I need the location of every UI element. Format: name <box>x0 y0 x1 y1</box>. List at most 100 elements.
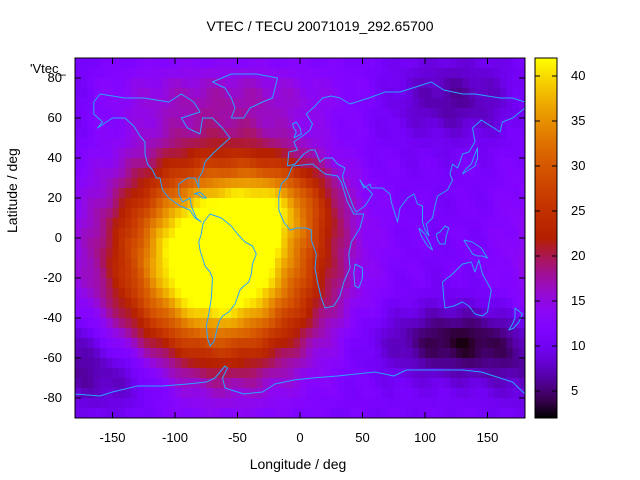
heat-cell <box>200 408 207 418</box>
heat-cell <box>187 158 195 169</box>
heat-cell <box>425 368 432 379</box>
heat-cell <box>131 238 139 249</box>
heat-cell <box>100 338 107 349</box>
heat-cell <box>225 278 232 289</box>
heat-cell <box>281 338 289 349</box>
heat-cell <box>137 358 145 369</box>
heat-cell <box>431 338 439 349</box>
coastline-new-zealand <box>508 307 523 331</box>
heat-cell <box>237 348 245 359</box>
heat-cell <box>93 408 101 418</box>
heat-cell <box>75 128 82 139</box>
heat-cell <box>356 338 364 349</box>
heat-cell <box>437 338 445 349</box>
heat-cell <box>518 178 525 189</box>
heat-cell <box>300 88 307 99</box>
heat-cell <box>381 128 389 139</box>
heat-cell <box>131 328 139 339</box>
heat-cell <box>131 408 139 418</box>
heat-cell <box>325 258 332 269</box>
heat-cell <box>93 338 101 349</box>
heat-cell <box>381 378 389 389</box>
heat-cell <box>181 58 189 69</box>
heat-cell <box>375 398 382 409</box>
heat-cell <box>93 278 101 289</box>
heat-cell <box>331 58 339 69</box>
heat-cell <box>193 348 201 359</box>
heat-cell <box>512 348 520 359</box>
heat-cell <box>431 158 439 169</box>
heat-cell <box>331 128 339 139</box>
heat-cell <box>156 238 164 249</box>
heat-cell <box>100 178 107 189</box>
heat-cell <box>475 308 482 319</box>
heat-cell <box>112 208 120 219</box>
heat-cell <box>381 248 389 259</box>
heat-cell <box>381 68 389 79</box>
heat-cell <box>343 128 351 139</box>
heat-cell <box>75 318 82 329</box>
heat-cell <box>125 108 132 119</box>
heat-cell <box>112 168 120 179</box>
heat-cell <box>143 198 151 209</box>
heat-cell <box>481 78 489 89</box>
heat-cell <box>500 228 507 239</box>
heat-cell <box>318 338 326 349</box>
heat-cell <box>237 398 245 409</box>
heat-cell <box>468 238 476 249</box>
heat-cell <box>137 138 145 149</box>
heat-cell <box>225 268 232 279</box>
heat-cell <box>375 338 382 349</box>
heat-cell <box>162 128 170 139</box>
heat-cell <box>250 308 257 319</box>
heat-cell <box>393 128 401 139</box>
heat-cell <box>75 278 82 289</box>
heat-cell <box>268 288 276 299</box>
heat-cell <box>262 178 270 189</box>
heat-cell <box>168 358 176 369</box>
heat-cell <box>450 78 457 89</box>
heat-cell <box>356 408 364 418</box>
heat-cell <box>437 278 445 289</box>
heat-cell <box>225 78 232 89</box>
heat-cell <box>468 88 476 99</box>
heat-cell <box>406 368 414 379</box>
heat-cell <box>462 368 470 379</box>
heat-cell <box>475 388 482 399</box>
heat-cell <box>312 348 320 359</box>
heat-cell <box>75 218 82 229</box>
heat-cell <box>256 268 264 279</box>
heat-cell <box>443 138 451 149</box>
heat-cell <box>400 108 407 119</box>
heat-cell <box>100 408 107 418</box>
heat-cell <box>262 378 270 389</box>
heat-cell <box>125 78 132 89</box>
heat-cell <box>412 178 420 189</box>
heat-cell <box>387 188 395 199</box>
heat-cell <box>300 148 307 159</box>
heat-cell <box>281 68 289 79</box>
heat-cell <box>400 218 407 229</box>
heat-cell <box>518 218 525 229</box>
heat-cell <box>137 218 145 229</box>
heat-cell <box>243 128 251 139</box>
heat-cell <box>312 128 320 139</box>
heat-cell <box>106 98 114 109</box>
heat-cell <box>118 88 126 99</box>
heat-cell <box>300 108 307 119</box>
heat-cell <box>143 228 151 239</box>
heat-cell <box>187 168 195 179</box>
heat-cell <box>500 388 507 399</box>
heat-cell <box>462 168 470 179</box>
heat-cell <box>362 308 370 319</box>
heat-cell <box>387 278 395 289</box>
heat-cell <box>481 338 489 349</box>
heat-cell <box>150 358 157 369</box>
heat-cell <box>518 248 525 259</box>
heat-cell <box>306 208 314 219</box>
heat-cell <box>281 128 289 139</box>
heat-cell <box>168 98 176 109</box>
heat-cell <box>206 138 214 149</box>
heat-cell <box>318 158 326 169</box>
heat-cell <box>112 298 120 309</box>
